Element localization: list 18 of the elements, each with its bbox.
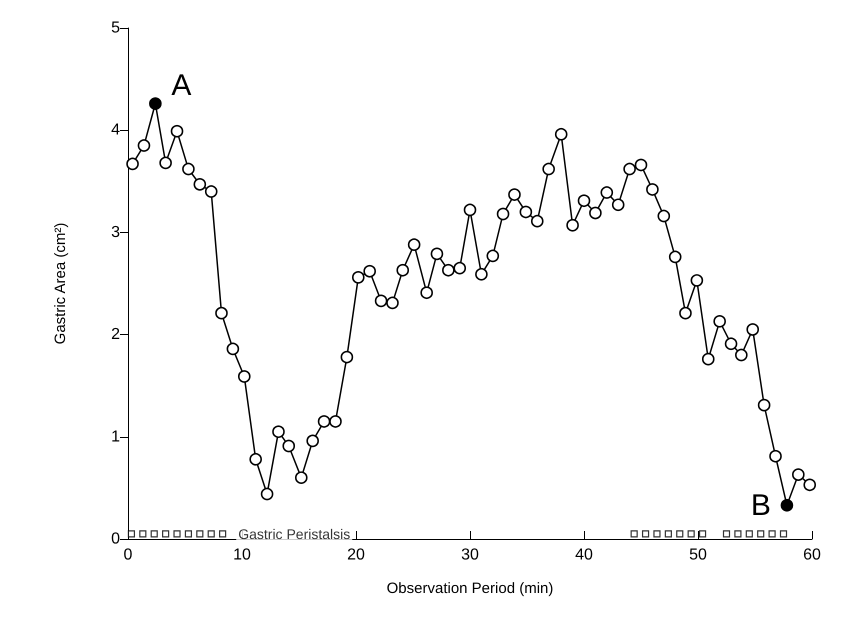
series-label: Gastric Peristalsis	[238, 526, 350, 542]
y-tick-label: 1	[111, 428, 120, 446]
annotation: A	[171, 69, 192, 102]
x-tick-label: 0	[124, 546, 133, 564]
y-tick-label: 3	[111, 224, 120, 241]
x-tick-label: 20	[347, 546, 365, 564]
x-tick-label: 60	[803, 546, 821, 564]
y-tick-label: 4	[111, 122, 120, 139]
x-tick-label: 50	[689, 546, 707, 564]
x-axis-title: Observation Period (min)	[386, 580, 554, 597]
y-tick-label: 0	[111, 530, 120, 548]
x-tick-label: 30	[461, 546, 479, 564]
x-tick-label: 10	[233, 546, 251, 564]
annotation: B	[750, 488, 771, 522]
x-tick-label: 40	[575, 546, 593, 564]
y-tick-label: 5	[111, 20, 120, 36]
y-tick-label: 2	[111, 326, 120, 344]
y-axis-title: Gastric Area (cm²)	[52, 222, 69, 344]
